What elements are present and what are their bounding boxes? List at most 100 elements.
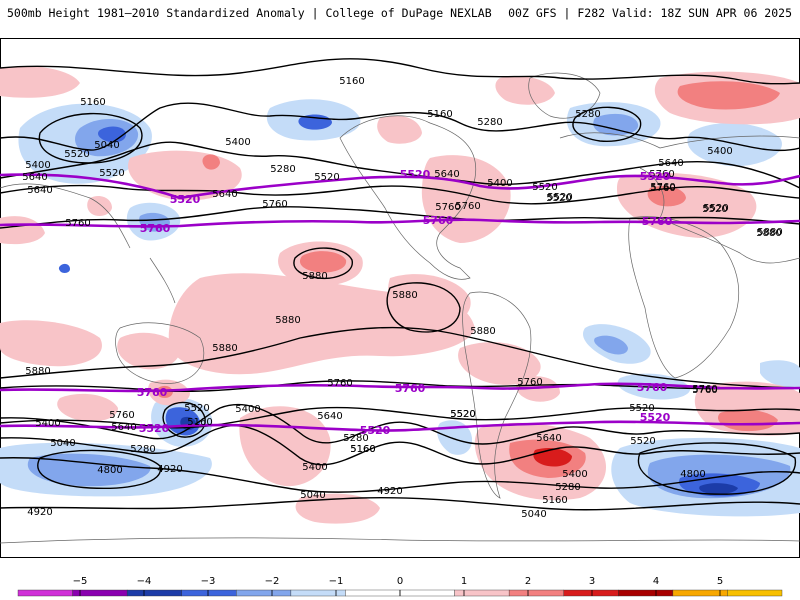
highlight-contour-label: 5520 — [170, 193, 201, 206]
highlight-contour-label: 5760 — [395, 382, 426, 395]
contour-5640 — [0, 184, 800, 205]
contour-label: 5640 — [658, 158, 683, 169]
contour-label: 5760 — [262, 199, 287, 210]
antarctica-outline — [0, 537, 800, 544]
closed-high-north-pacific — [293, 247, 353, 280]
contour-label: 5520 — [630, 436, 655, 447]
legend-color-swatch — [236, 589, 292, 597]
south-america-outline — [462, 291, 532, 499]
highlight-contour-label: 5760 — [642, 215, 673, 228]
highlight-contour-label: 5760 — [137, 386, 168, 399]
contour-label: 5640 — [111, 422, 136, 433]
highlight-contour-5760-south — [0, 382, 800, 393]
legend-color-swatch — [563, 589, 619, 597]
positive-anomaly-area — [0, 320, 102, 367]
contour-label: 5520 — [702, 204, 727, 215]
contour-label: 5520 — [547, 192, 572, 203]
contour-label: 5400 — [487, 178, 512, 189]
legend-color-swatch — [454, 589, 510, 597]
negative-anomaly-area — [699, 483, 738, 495]
highlight-contour-5520-north — [0, 173, 800, 200]
closed-low-south-pacific — [37, 449, 162, 490]
contour-label: 5760 — [649, 169, 674, 180]
contour-label: 5520 — [184, 403, 209, 414]
legend-color-swatch — [618, 589, 674, 597]
contour-label: 5040 — [300, 490, 325, 501]
legend-tick-label: 1 — [461, 576, 467, 587]
contour-label: 5760 — [517, 377, 542, 388]
model-run-info: 00Z GFS | F282 Valid: 18Z SUN APR 06 202… — [508, 6, 792, 20]
legend-tick-label: −4 — [137, 576, 152, 587]
contour-label: 5160 — [339, 76, 364, 87]
contour-label: 5400 — [35, 418, 60, 429]
legend-color-swatch — [17, 589, 73, 597]
legend-color-swatch — [181, 589, 237, 597]
contour-label: 5160 — [187, 417, 212, 428]
positive-anomaly-area — [516, 376, 560, 402]
positive-anomaly-area — [717, 409, 778, 432]
highlight-contour-label: 5520 — [640, 170, 671, 183]
highlight-label-layer: 5520 5520 5520 5760 5760 5760 5760 5760 … — [137, 168, 673, 437]
contour-label: 5520 — [532, 182, 557, 193]
contour-label: 5880 — [470, 326, 495, 337]
contour-5040-south — [0, 457, 800, 493]
contour-5760-north — [0, 206, 800, 229]
contour-label: 5760 — [65, 218, 90, 229]
highlight-contour-label: 5760 — [637, 381, 668, 394]
highlight-contour-label: 5760 — [423, 214, 454, 227]
contour-label: 5760 — [455, 201, 480, 212]
contour-label: 5400 — [707, 146, 732, 157]
europe-asia-outline — [559, 132, 800, 264]
positive-anomaly-area — [202, 154, 220, 170]
contour-label: 5520 — [314, 172, 339, 183]
anomaly-map: 5160 5160 5160 5280 5280 5040 5400 5520 … — [0, 38, 800, 558]
contour-label: 5520 — [64, 149, 89, 160]
contour-label: 5640 — [212, 189, 237, 200]
contour-label: 5520 — [703, 203, 728, 214]
contour-label: 5640 — [27, 185, 52, 196]
contour-label: 5400 — [562, 469, 587, 480]
positive-anomaly-area — [0, 66, 80, 98]
legend-color-swatch — [672, 589, 728, 597]
positive-anomaly-area — [299, 251, 347, 273]
contour-label: 5400 — [302, 462, 327, 473]
contour-label: 5880 — [25, 366, 50, 377]
contour-label: 5400 — [225, 137, 250, 148]
legend-tick-label: −1 — [329, 576, 344, 587]
highlight-contour-5760-north — [0, 218, 800, 228]
contour-label: 5160 — [80, 97, 105, 108]
legend-tick-labels: −5 −4 −3 −2 −1 0 1 2 3 4 5 — [73, 576, 723, 596]
contour-5400-south — [0, 403, 800, 445]
legend-tick-label: 4 — [653, 576, 659, 587]
negative-anomaly-area — [27, 453, 151, 487]
contour-label: 5280 — [270, 164, 295, 175]
legend-tick-label: 0 — [397, 576, 403, 587]
legend-color-swatch — [290, 589, 346, 597]
contour-label: 5640 — [317, 411, 342, 422]
closed-low-north-pacific — [38, 112, 143, 164]
legend-color-swatch — [508, 589, 564, 597]
positive-anomaly-area — [377, 115, 422, 144]
closed-low-north-atlantic — [572, 106, 642, 143]
closed-high-south-atlantic — [386, 282, 461, 333]
contour-label: 5160 — [350, 444, 375, 455]
coastlines — [0, 72, 800, 544]
contour-label: 5040 — [521, 509, 546, 520]
contour-label: 5280 — [343, 433, 368, 444]
contour-label: 5160 — [542, 495, 567, 506]
contour-label: 5280 — [130, 444, 155, 455]
contour-label: 4920 — [27, 507, 52, 518]
map-header: 500mb Height 1981–2010 Standardized Anom… — [0, 0, 800, 38]
contour-label: 5880 — [757, 227, 782, 238]
negative-anomaly-area — [687, 122, 782, 167]
contour-5880-tropics — [0, 326, 800, 389]
contour-label: 5280 — [477, 117, 502, 128]
contour-label: 5520 — [450, 409, 475, 420]
positive-anomaly-area — [295, 493, 380, 524]
contour-label: 5760 — [692, 385, 717, 396]
contour-5280 — [0, 102, 800, 152]
closed-low-south-indian — [637, 442, 796, 495]
negative-anomaly-area — [760, 360, 800, 389]
positive-anomaly-area — [677, 81, 780, 110]
contour-label: 5880 — [212, 343, 237, 354]
